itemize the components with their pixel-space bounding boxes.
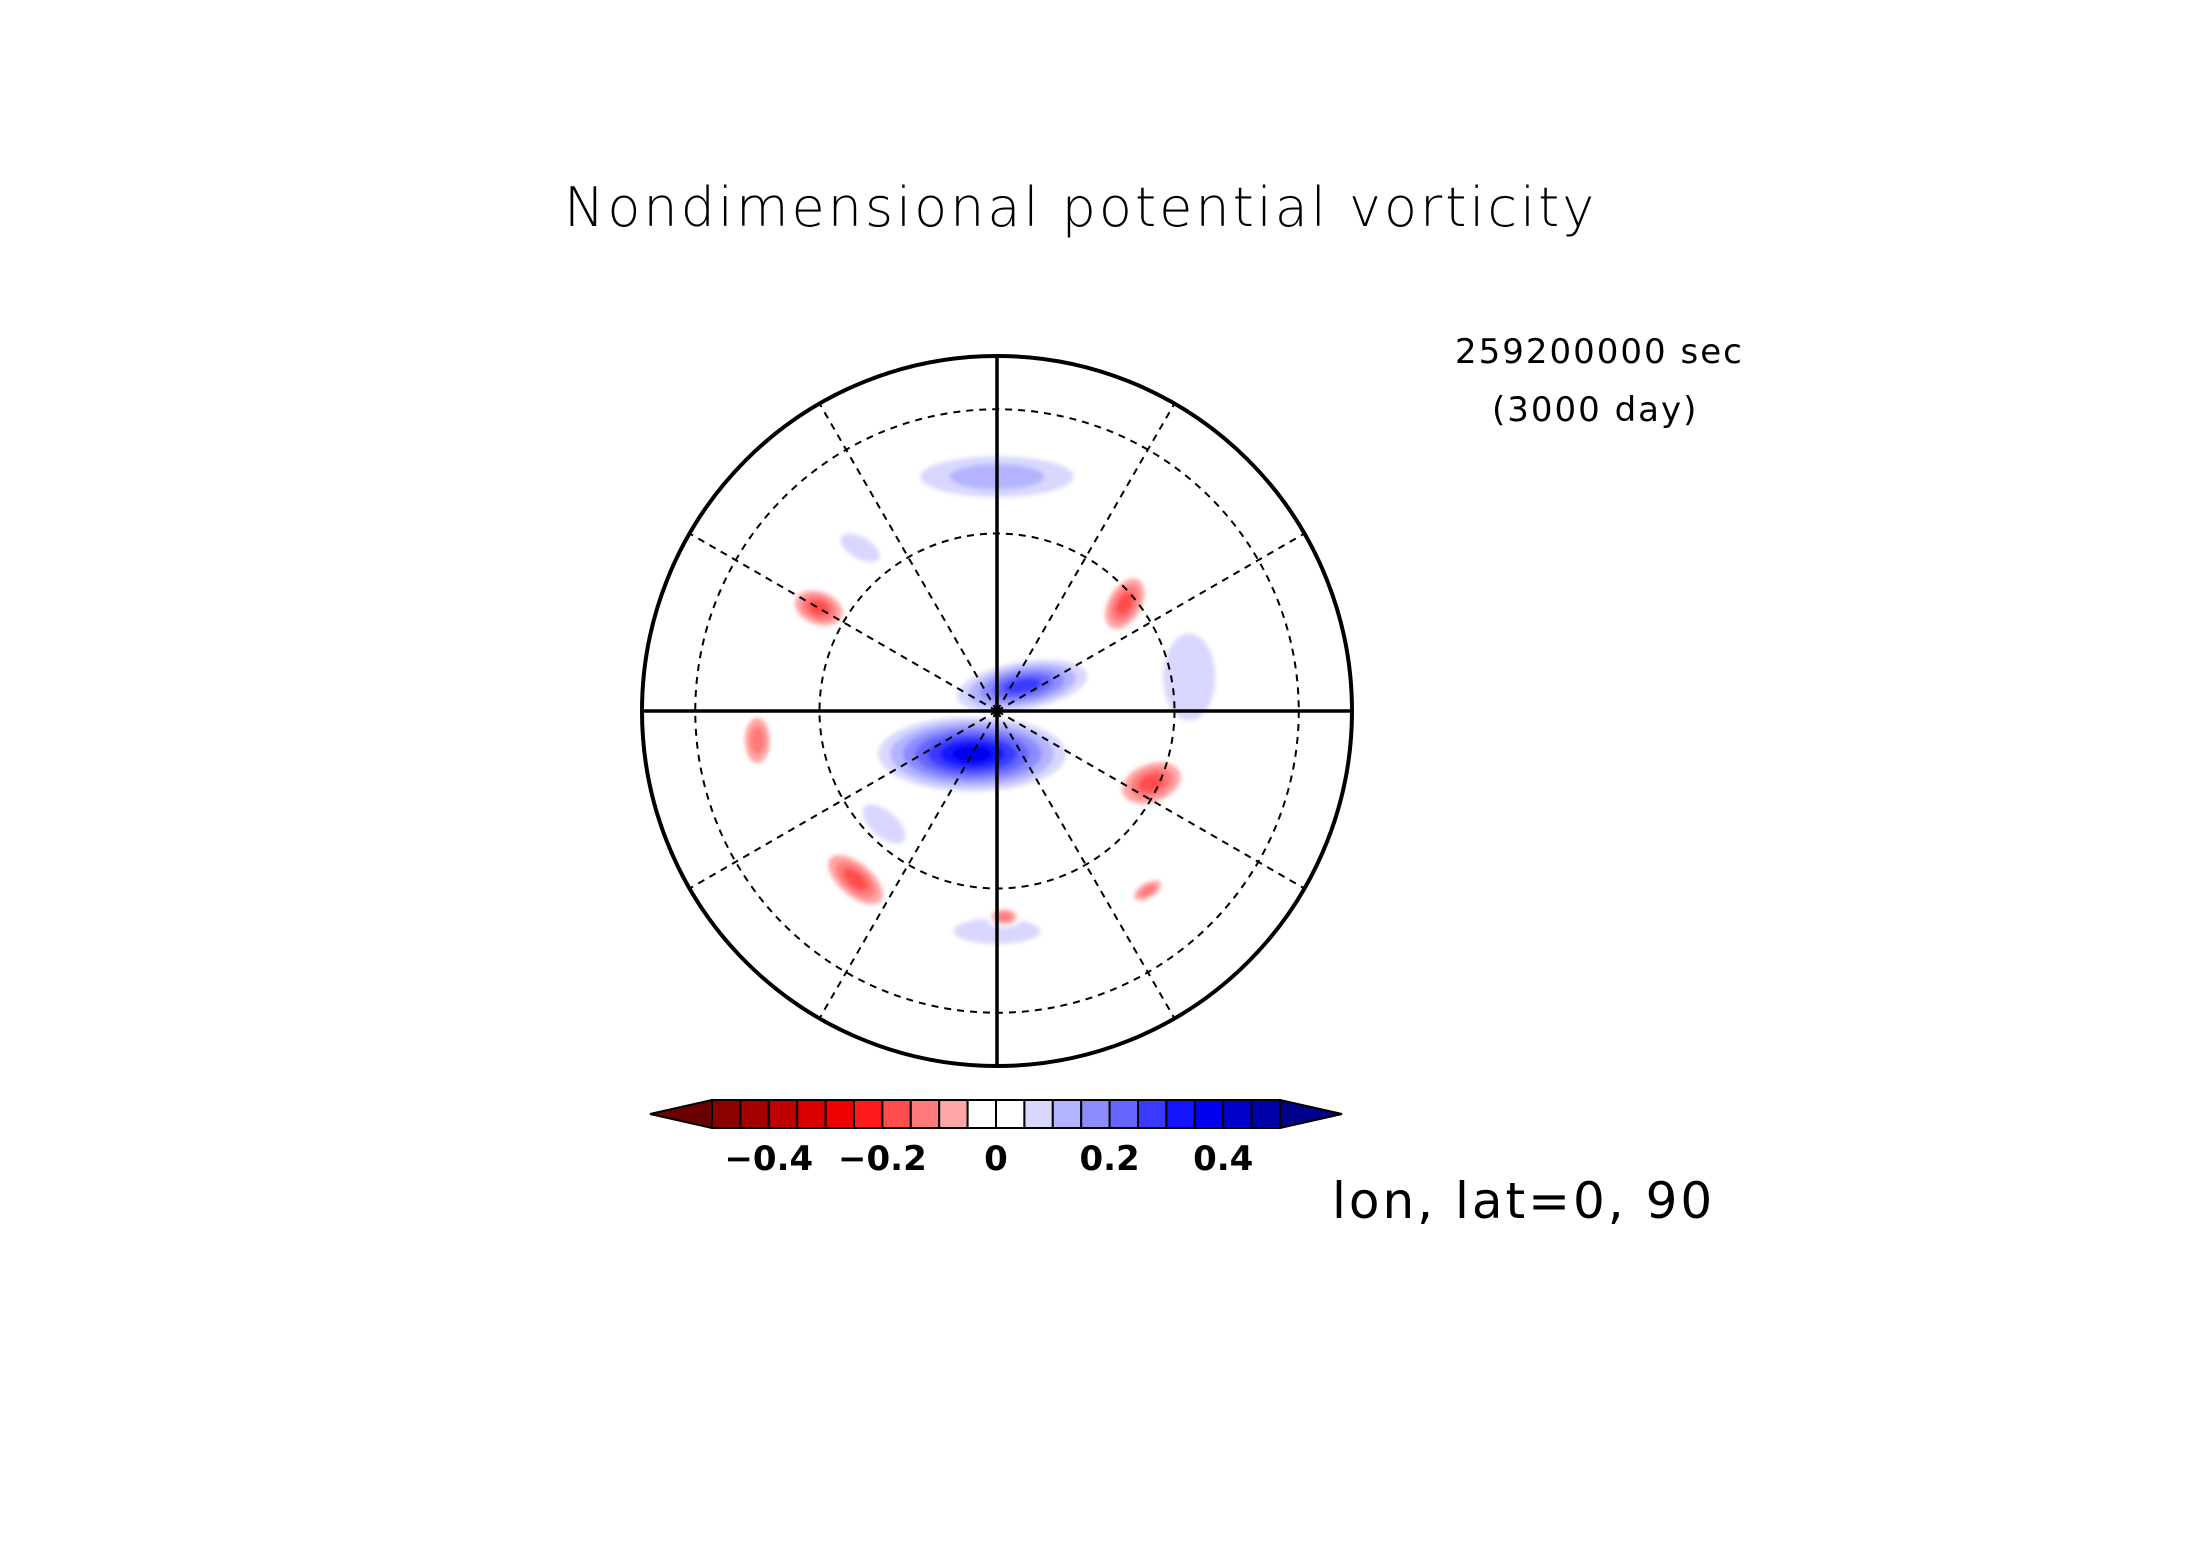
colorbar-box bbox=[1250, 1099, 1281, 1129]
contour-level bbox=[749, 726, 766, 755]
contour-level bbox=[840, 533, 880, 563]
field-feature bbox=[865, 711, 1079, 797]
colorbar-tick-label: −0.4 bbox=[724, 1139, 813, 1179]
colorbar-box bbox=[1051, 1099, 1083, 1129]
colorbar: −0.4 −0.2 0 0.2 0.4 bbox=[649, 1098, 1343, 1179]
contour-level bbox=[1115, 592, 1134, 616]
chart-title: Nondimensional potential vorticity bbox=[564, 176, 1598, 239]
colorbar-tick-label: 0.4 bbox=[1193, 1139, 1253, 1179]
colorbar-box bbox=[767, 1099, 799, 1129]
colorbar-tick-label: −0.2 bbox=[838, 1139, 927, 1179]
projection-label: lon, lat=0, 90 bbox=[1332, 1172, 1716, 1230]
colorbar-box bbox=[853, 1099, 884, 1129]
field-feature bbox=[820, 847, 891, 912]
field-feature bbox=[739, 708, 776, 773]
field-feature bbox=[986, 906, 1022, 928]
colorbar-box bbox=[1023, 1099, 1054, 1129]
field-feature bbox=[787, 585, 850, 631]
field-feature bbox=[1128, 876, 1167, 905]
colorbar-box bbox=[995, 1099, 1026, 1129]
contour-level bbox=[996, 912, 1013, 922]
colorbar-box bbox=[1222, 1099, 1253, 1129]
colorbar-extend-high bbox=[1279, 1098, 1343, 1130]
field-feature bbox=[848, 792, 920, 856]
field-feature bbox=[1099, 571, 1151, 637]
contour-level bbox=[862, 804, 906, 844]
colorbar-box bbox=[881, 1099, 912, 1129]
colorbar-box bbox=[909, 1099, 941, 1129]
colorbar-box bbox=[796, 1099, 827, 1129]
colorbar-tick-label: 0.2 bbox=[1079, 1139, 1139, 1179]
contour-level bbox=[1139, 884, 1157, 897]
colorbar-box bbox=[1165, 1099, 1196, 1129]
colorbar-extend-low bbox=[649, 1098, 713, 1130]
field-feature bbox=[1146, 606, 1232, 749]
colorbar-box bbox=[824, 1099, 855, 1129]
plot-boundary bbox=[640, 354, 1354, 1068]
colorbar-box bbox=[1080, 1099, 1111, 1129]
colorbar-box bbox=[711, 1099, 742, 1129]
contour-level bbox=[952, 746, 992, 762]
time-days-label: (3000 day) bbox=[1492, 390, 1699, 430]
colorbar-box bbox=[739, 1099, 770, 1129]
colorbar-tick-label: 0 bbox=[984, 1139, 1008, 1179]
colorbar-box bbox=[1137, 1099, 1168, 1129]
contour-level bbox=[843, 868, 868, 891]
vorticity-field bbox=[739, 448, 1232, 953]
time-seconds-label: 259200000 sec bbox=[1455, 332, 1744, 372]
contour-level bbox=[1163, 633, 1216, 721]
lat-lon-grid bbox=[640, 354, 1354, 1068]
colorbar-box bbox=[1108, 1099, 1139, 1129]
colorbar-box bbox=[938, 1099, 969, 1129]
colorbar-box bbox=[966, 1099, 997, 1129]
colorbar-box bbox=[1193, 1099, 1225, 1129]
field-feature bbox=[1113, 756, 1190, 810]
field-feature bbox=[828, 524, 893, 572]
